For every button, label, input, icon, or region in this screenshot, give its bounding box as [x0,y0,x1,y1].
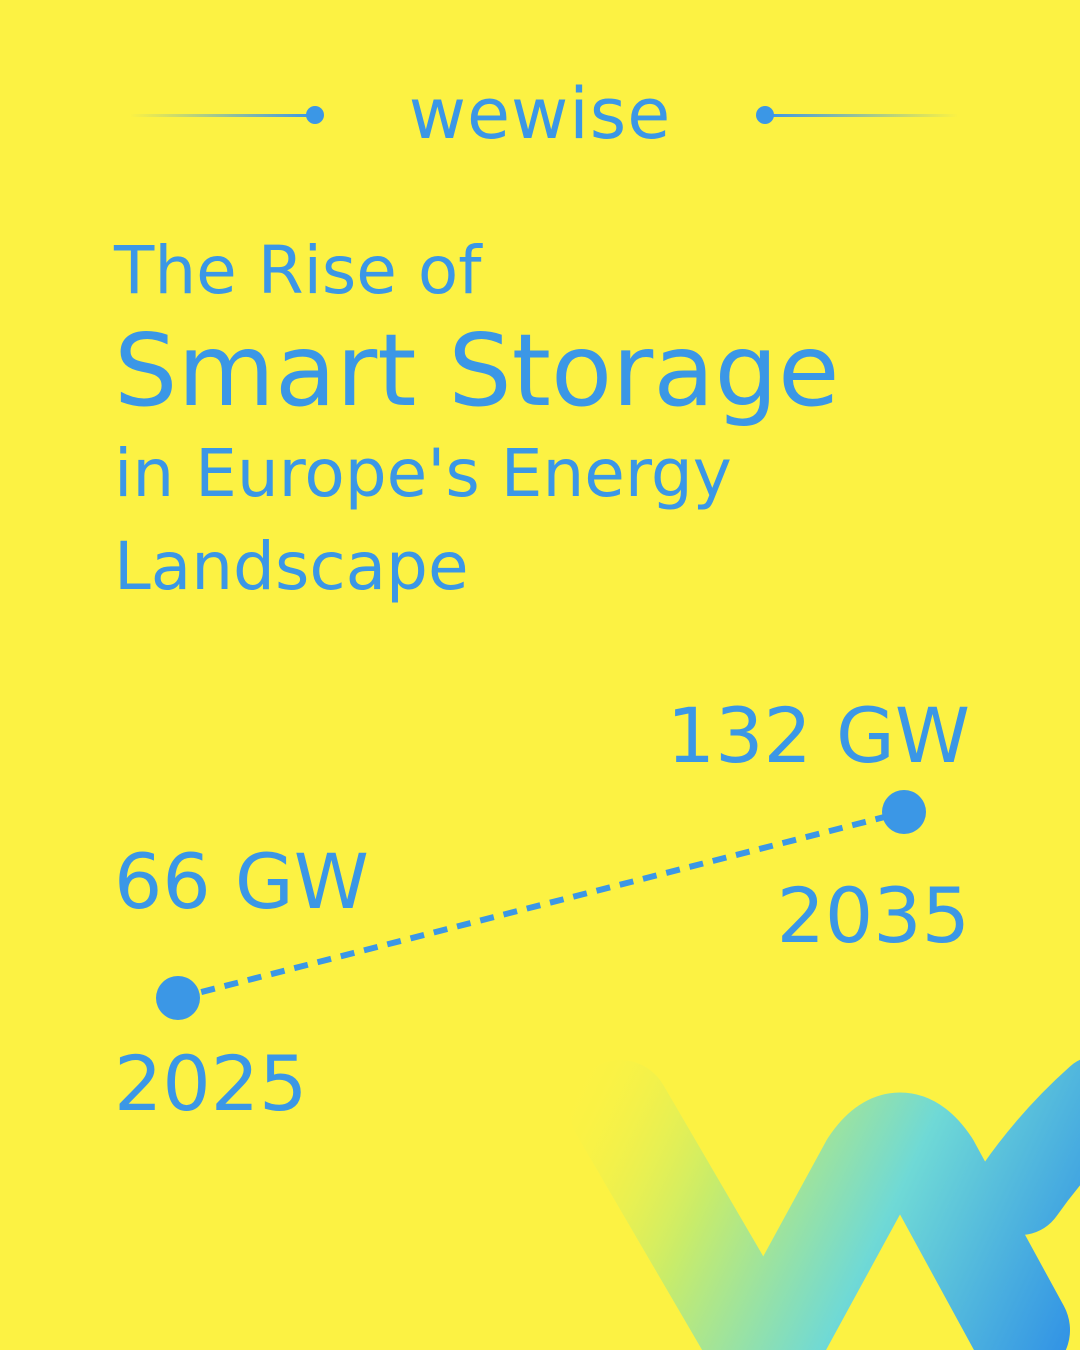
x-label-2035: 2035 [777,871,970,960]
series-line [177,809,905,1001]
headline-line-3: in Europe's Energy [114,435,732,512]
data-point-2025 [156,976,200,1020]
x-label-2025: 2025 [114,1039,307,1128]
headline: The Rise of Smart Storage in Europe's En… [114,228,840,612]
brand-dot-left [306,106,324,124]
value-label-2025: 66 GW [114,837,369,926]
brand-header: wewise [0,70,1080,160]
brand-dot-right [756,106,774,124]
data-point-2035 [882,790,926,834]
headline-line-4: Landscape [114,528,469,605]
headline-line-1: The Rise of [114,232,482,309]
brand-line-left [130,114,312,117]
brand-logo-text: wewise [408,73,672,155]
value-label-2035: 132 GW [667,691,970,780]
headline-line-2: Smart Storage [114,312,840,429]
brand-line-right [768,114,958,117]
